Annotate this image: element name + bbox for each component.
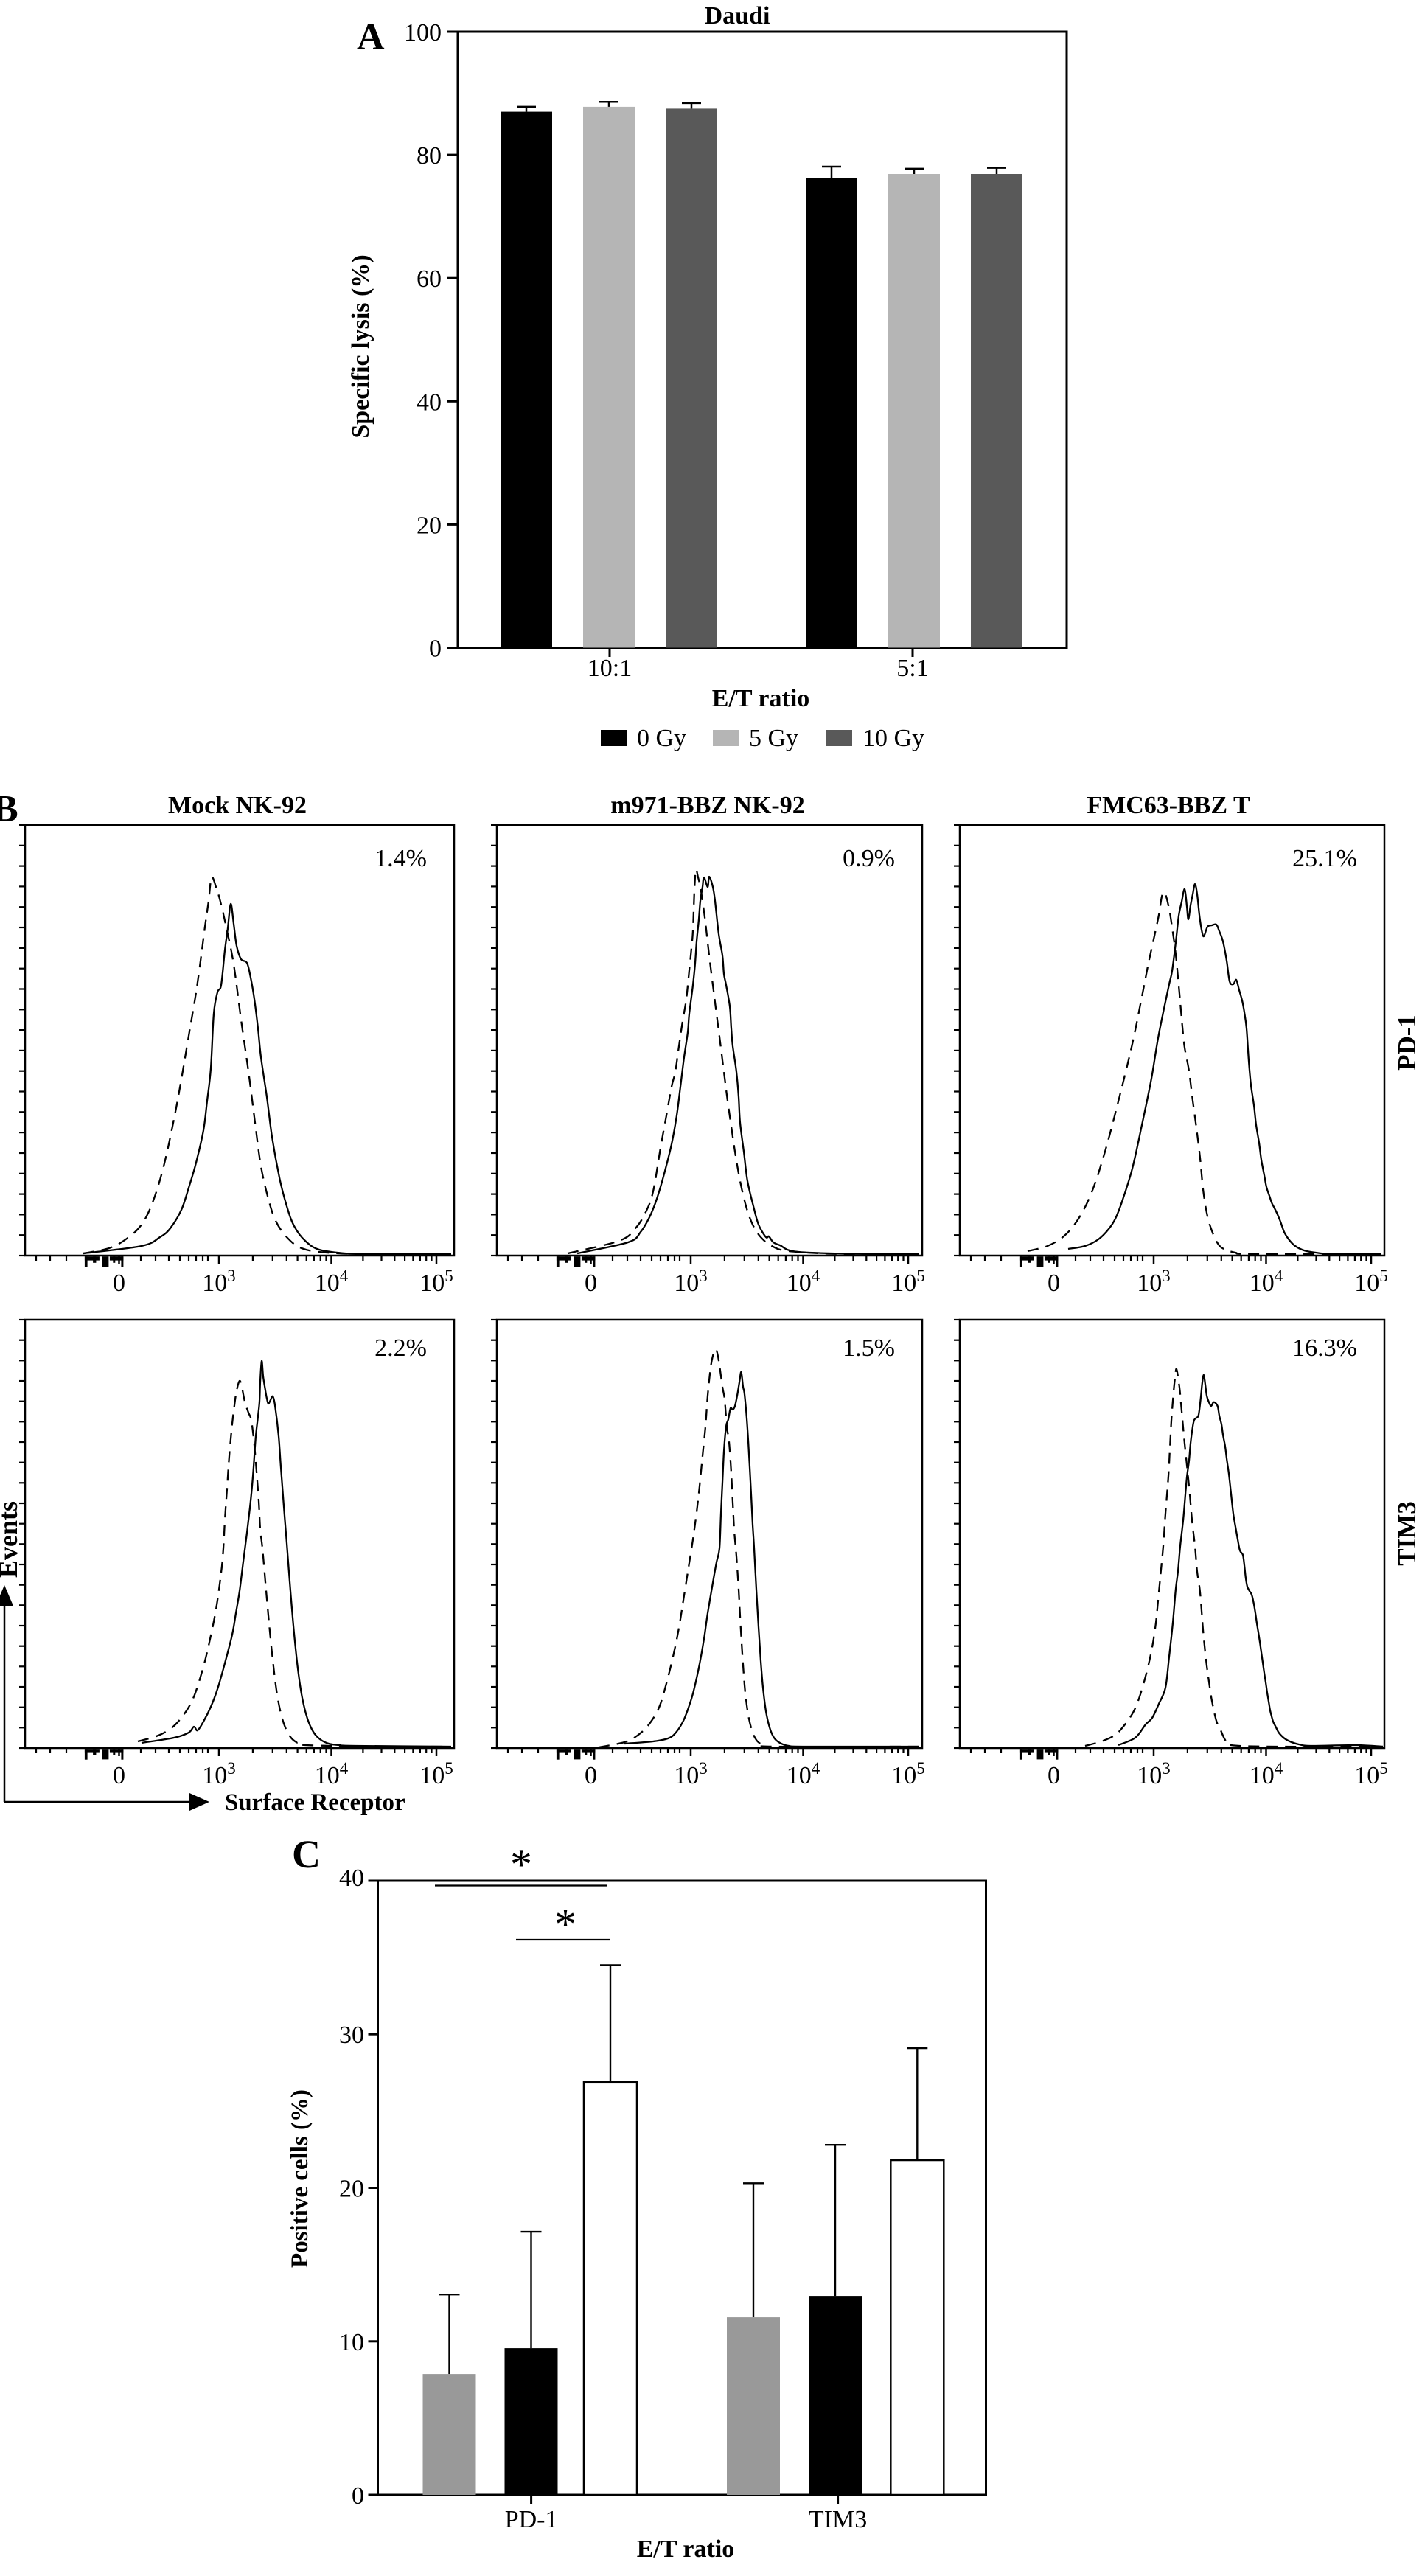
svg-text:A: A <box>357 16 385 58</box>
svg-text:5 Gy: 5 Gy <box>749 725 798 752</box>
svg-text:0: 0 <box>113 1270 125 1297</box>
svg-text:20: 20 <box>417 512 442 539</box>
svg-text:0.9%: 0.9% <box>843 845 895 872</box>
svg-text:104: 104 <box>315 1267 349 1297</box>
svg-text:0: 0 <box>113 1762 125 1789</box>
svg-text:B: B <box>0 788 18 830</box>
svg-text:104: 104 <box>315 1759 349 1789</box>
svg-text:105: 105 <box>1354 1759 1388 1789</box>
svg-text:105: 105 <box>419 1759 453 1789</box>
svg-text:2.2%: 2.2% <box>374 1334 427 1362</box>
svg-text:104: 104 <box>787 1267 820 1297</box>
svg-text:40: 40 <box>417 389 442 416</box>
svg-text:0: 0 <box>585 1762 597 1789</box>
svg-text:0: 0 <box>1048 1762 1060 1789</box>
svg-text:TIM3: TIM3 <box>809 2506 867 2533</box>
svg-text:PD-1: PD-1 <box>505 2506 558 2533</box>
svg-text:10 Gy: 10 Gy <box>862 725 924 752</box>
svg-text:60: 60 <box>417 265 442 293</box>
svg-text:5:1: 5:1 <box>896 655 928 682</box>
svg-text:105: 105 <box>891 1759 925 1789</box>
svg-text:40: 40 <box>339 1865 364 1892</box>
svg-text:Positive cells (%): Positive cells (%) <box>287 2089 313 2268</box>
svg-text:103: 103 <box>202 1267 236 1297</box>
svg-text:Mock NK-92: Mock NK-92 <box>168 792 307 819</box>
svg-text:80: 80 <box>417 142 442 170</box>
svg-text:103: 103 <box>202 1759 236 1789</box>
svg-text:m971-BBZ NK-92: m971-BBZ NK-92 <box>610 792 805 819</box>
svg-text:10:1: 10:1 <box>588 655 632 682</box>
svg-text:E/T ratio: E/T ratio <box>637 2535 735 2563</box>
svg-text:103: 103 <box>674 1759 708 1789</box>
svg-text:0: 0 <box>585 1270 597 1297</box>
svg-text:100: 100 <box>404 19 442 46</box>
svg-text:104: 104 <box>787 1759 820 1789</box>
svg-text:103: 103 <box>674 1267 708 1297</box>
svg-text:0 Gy: 0 Gy <box>637 725 686 752</box>
svg-text:PD-1: PD-1 <box>1393 1014 1421 1071</box>
svg-text:Events: Events <box>0 1501 23 1578</box>
svg-text:105: 105 <box>1354 1267 1388 1297</box>
svg-text:25.1%: 25.1% <box>1292 845 1357 872</box>
svg-text:30: 30 <box>339 2022 364 2049</box>
svg-text:103: 103 <box>1137 1759 1171 1789</box>
svg-text:E/T ratio: E/T ratio <box>712 685 810 712</box>
svg-text:1.5%: 1.5% <box>843 1334 895 1362</box>
svg-text:0: 0 <box>352 2482 364 2510</box>
svg-text:TIM3: TIM3 <box>1393 1501 1421 1566</box>
svg-text:10: 10 <box>339 2329 364 2356</box>
svg-text:104: 104 <box>1250 1267 1283 1297</box>
svg-text:Surface Receptor: Surface Receptor <box>225 1789 405 1816</box>
svg-text:FMC63-BBZ T: FMC63-BBZ T <box>1087 792 1250 819</box>
svg-text:104: 104 <box>1250 1759 1283 1789</box>
svg-text:*: * <box>510 1840 532 1889</box>
svg-text:0: 0 <box>1048 1270 1060 1297</box>
svg-text:0: 0 <box>429 636 442 663</box>
svg-text:105: 105 <box>891 1267 925 1297</box>
svg-text:Daudi: Daudi <box>705 2 770 29</box>
svg-text:105: 105 <box>419 1267 453 1297</box>
svg-text:Specific lysis (%): Specific lysis (%) <box>347 254 374 438</box>
svg-text:1.4%: 1.4% <box>374 845 427 872</box>
svg-text:*: * <box>554 1900 576 1949</box>
svg-text:103: 103 <box>1137 1267 1171 1297</box>
svg-text:20: 20 <box>339 2176 364 2203</box>
svg-text:16.3%: 16.3% <box>1292 1334 1357 1362</box>
svg-text:C: C <box>292 1832 321 1876</box>
